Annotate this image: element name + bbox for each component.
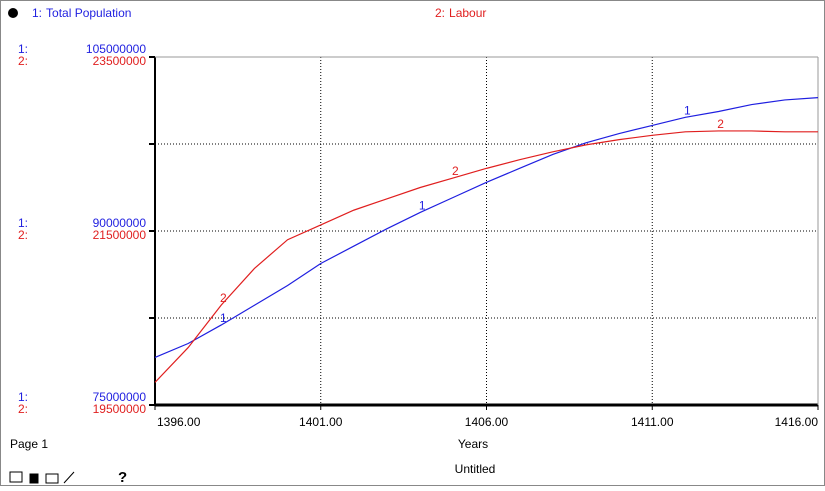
help-button[interactable]: ? bbox=[118, 469, 127, 486]
y2-axis-prefix: 2: bbox=[18, 54, 28, 68]
line-marker: 2 bbox=[717, 117, 724, 131]
globe-icon bbox=[8, 8, 18, 18]
chart: Years Page 1 Untitled ? 1: Total Populati… bbox=[0, 0, 825, 486]
line-marker: 1 bbox=[220, 311, 227, 325]
y2-tick-label: 23500000 bbox=[93, 54, 147, 68]
line-marker: 1 bbox=[684, 103, 691, 117]
x-axis-label: Years bbox=[458, 437, 488, 451]
line-marker: 2 bbox=[220, 291, 227, 305]
x-tick-label: 1411.00 bbox=[631, 415, 674, 429]
legend-prefix: 1: bbox=[32, 6, 42, 20]
y2-tick-label: 19500000 bbox=[93, 402, 147, 416]
legend-prefix: 2: bbox=[435, 6, 445, 20]
legend-entry: 1: Total Population bbox=[32, 6, 131, 20]
line-marker: 2 bbox=[452, 164, 459, 178]
x-tick-label: 1406.00 bbox=[465, 415, 509, 429]
y2-axis-prefix: 2: bbox=[18, 402, 28, 416]
x-tick-label: 1416.00 bbox=[775, 415, 819, 429]
icon[interactable] bbox=[30, 474, 38, 483]
legend-entry: 2: Labour bbox=[435, 6, 486, 20]
x-tick-label: 1396.00 bbox=[157, 415, 201, 429]
legend-name: Total Population bbox=[46, 6, 131, 20]
line-marker: 1 bbox=[419, 199, 426, 213]
footer: Untitled bbox=[455, 462, 496, 476]
x-tick-label: 1401.00 bbox=[299, 415, 343, 429]
y2-axis-prefix: 2: bbox=[18, 228, 28, 242]
legend-name: Labour bbox=[449, 6, 486, 20]
page-label: Page 1 bbox=[10, 437, 48, 451]
y2-tick-label: 21500000 bbox=[93, 228, 147, 242]
